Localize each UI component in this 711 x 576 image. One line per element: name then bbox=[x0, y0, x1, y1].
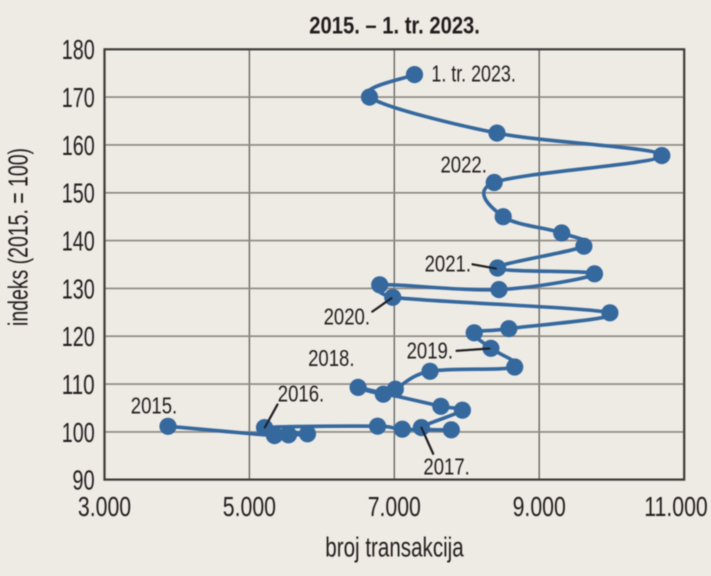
svg-text:7.000: 7.000 bbox=[368, 491, 421, 522]
svg-text:3.000: 3.000 bbox=[78, 491, 131, 522]
svg-text:2015.: 2015. bbox=[131, 392, 177, 418]
svg-text:130: 130 bbox=[62, 273, 95, 304]
svg-text:180: 180 bbox=[62, 34, 95, 65]
svg-text:5.000: 5.000 bbox=[223, 491, 276, 522]
svg-text:2017.: 2017. bbox=[423, 454, 469, 480]
svg-text:2019.: 2019. bbox=[407, 337, 453, 363]
svg-text:120: 120 bbox=[62, 321, 95, 352]
svg-text:1. tr. 2023.: 1. tr. 2023. bbox=[431, 61, 515, 87]
svg-text:2021.: 2021. bbox=[425, 250, 471, 276]
svg-text:9.000: 9.000 bbox=[513, 491, 566, 522]
svg-text:2022.: 2022. bbox=[441, 151, 487, 177]
svg-text:110: 110 bbox=[62, 369, 95, 400]
svg-text:2018.: 2018. bbox=[308, 345, 354, 371]
svg-text:broj transakcija: broj transakcija bbox=[325, 532, 464, 563]
svg-text:160: 160 bbox=[62, 130, 95, 161]
svg-text:11.000: 11.000 bbox=[644, 491, 708, 522]
svg-text:2020.: 2020. bbox=[324, 304, 370, 330]
svg-text:2015. – 1. tr. 2023.: 2015. – 1. tr. 2023. bbox=[309, 13, 480, 40]
svg-text:100: 100 bbox=[62, 417, 95, 448]
svg-text:2016.: 2016. bbox=[278, 381, 324, 407]
svg-text:indeks (2015. = 100): indeks (2015. = 100) bbox=[3, 148, 34, 326]
svg-text:90: 90 bbox=[72, 465, 94, 496]
svg-text:140: 140 bbox=[62, 226, 95, 257]
svg-text:170: 170 bbox=[62, 82, 95, 113]
svg-text:150: 150 bbox=[62, 178, 95, 209]
